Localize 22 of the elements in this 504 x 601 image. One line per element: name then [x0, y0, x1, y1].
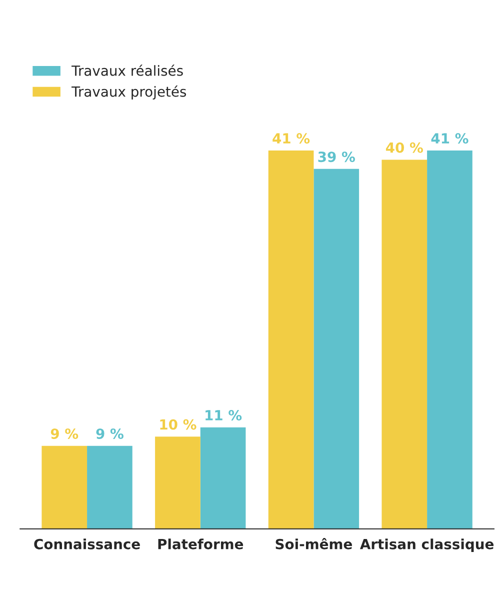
- data-label: 39 %: [318, 152, 355, 162]
- data-label: 10 %: [160, 419, 196, 430]
- legend-label: Travaux projetés: [72, 86, 186, 100]
- data-label: 9 %: [50, 428, 78, 439]
- bar: [87, 446, 132, 529]
- bar: [268, 150, 314, 529]
- data-label: 11 %: [206, 410, 242, 420]
- data-label: 41 %: [431, 133, 468, 144]
- bar: [200, 427, 246, 529]
- data-label: 41 %: [272, 133, 310, 144]
- bar: [427, 150, 472, 529]
- x-tick-label: Artisan classique: [360, 538, 494, 552]
- data-label: 9 %: [96, 428, 124, 439]
- bar: [42, 446, 88, 529]
- bar: [382, 160, 428, 529]
- bar: [155, 436, 200, 529]
- data-label: 40 %: [386, 142, 423, 153]
- x-tick-label: Soi-même: [276, 538, 352, 550]
- bar: [314, 168, 360, 529]
- legend-label: Travaux réalisés: [72, 64, 183, 76]
- x-tick-label: Plateforme: [158, 538, 244, 550]
- x-tick-label: Connaissance: [34, 538, 140, 550]
